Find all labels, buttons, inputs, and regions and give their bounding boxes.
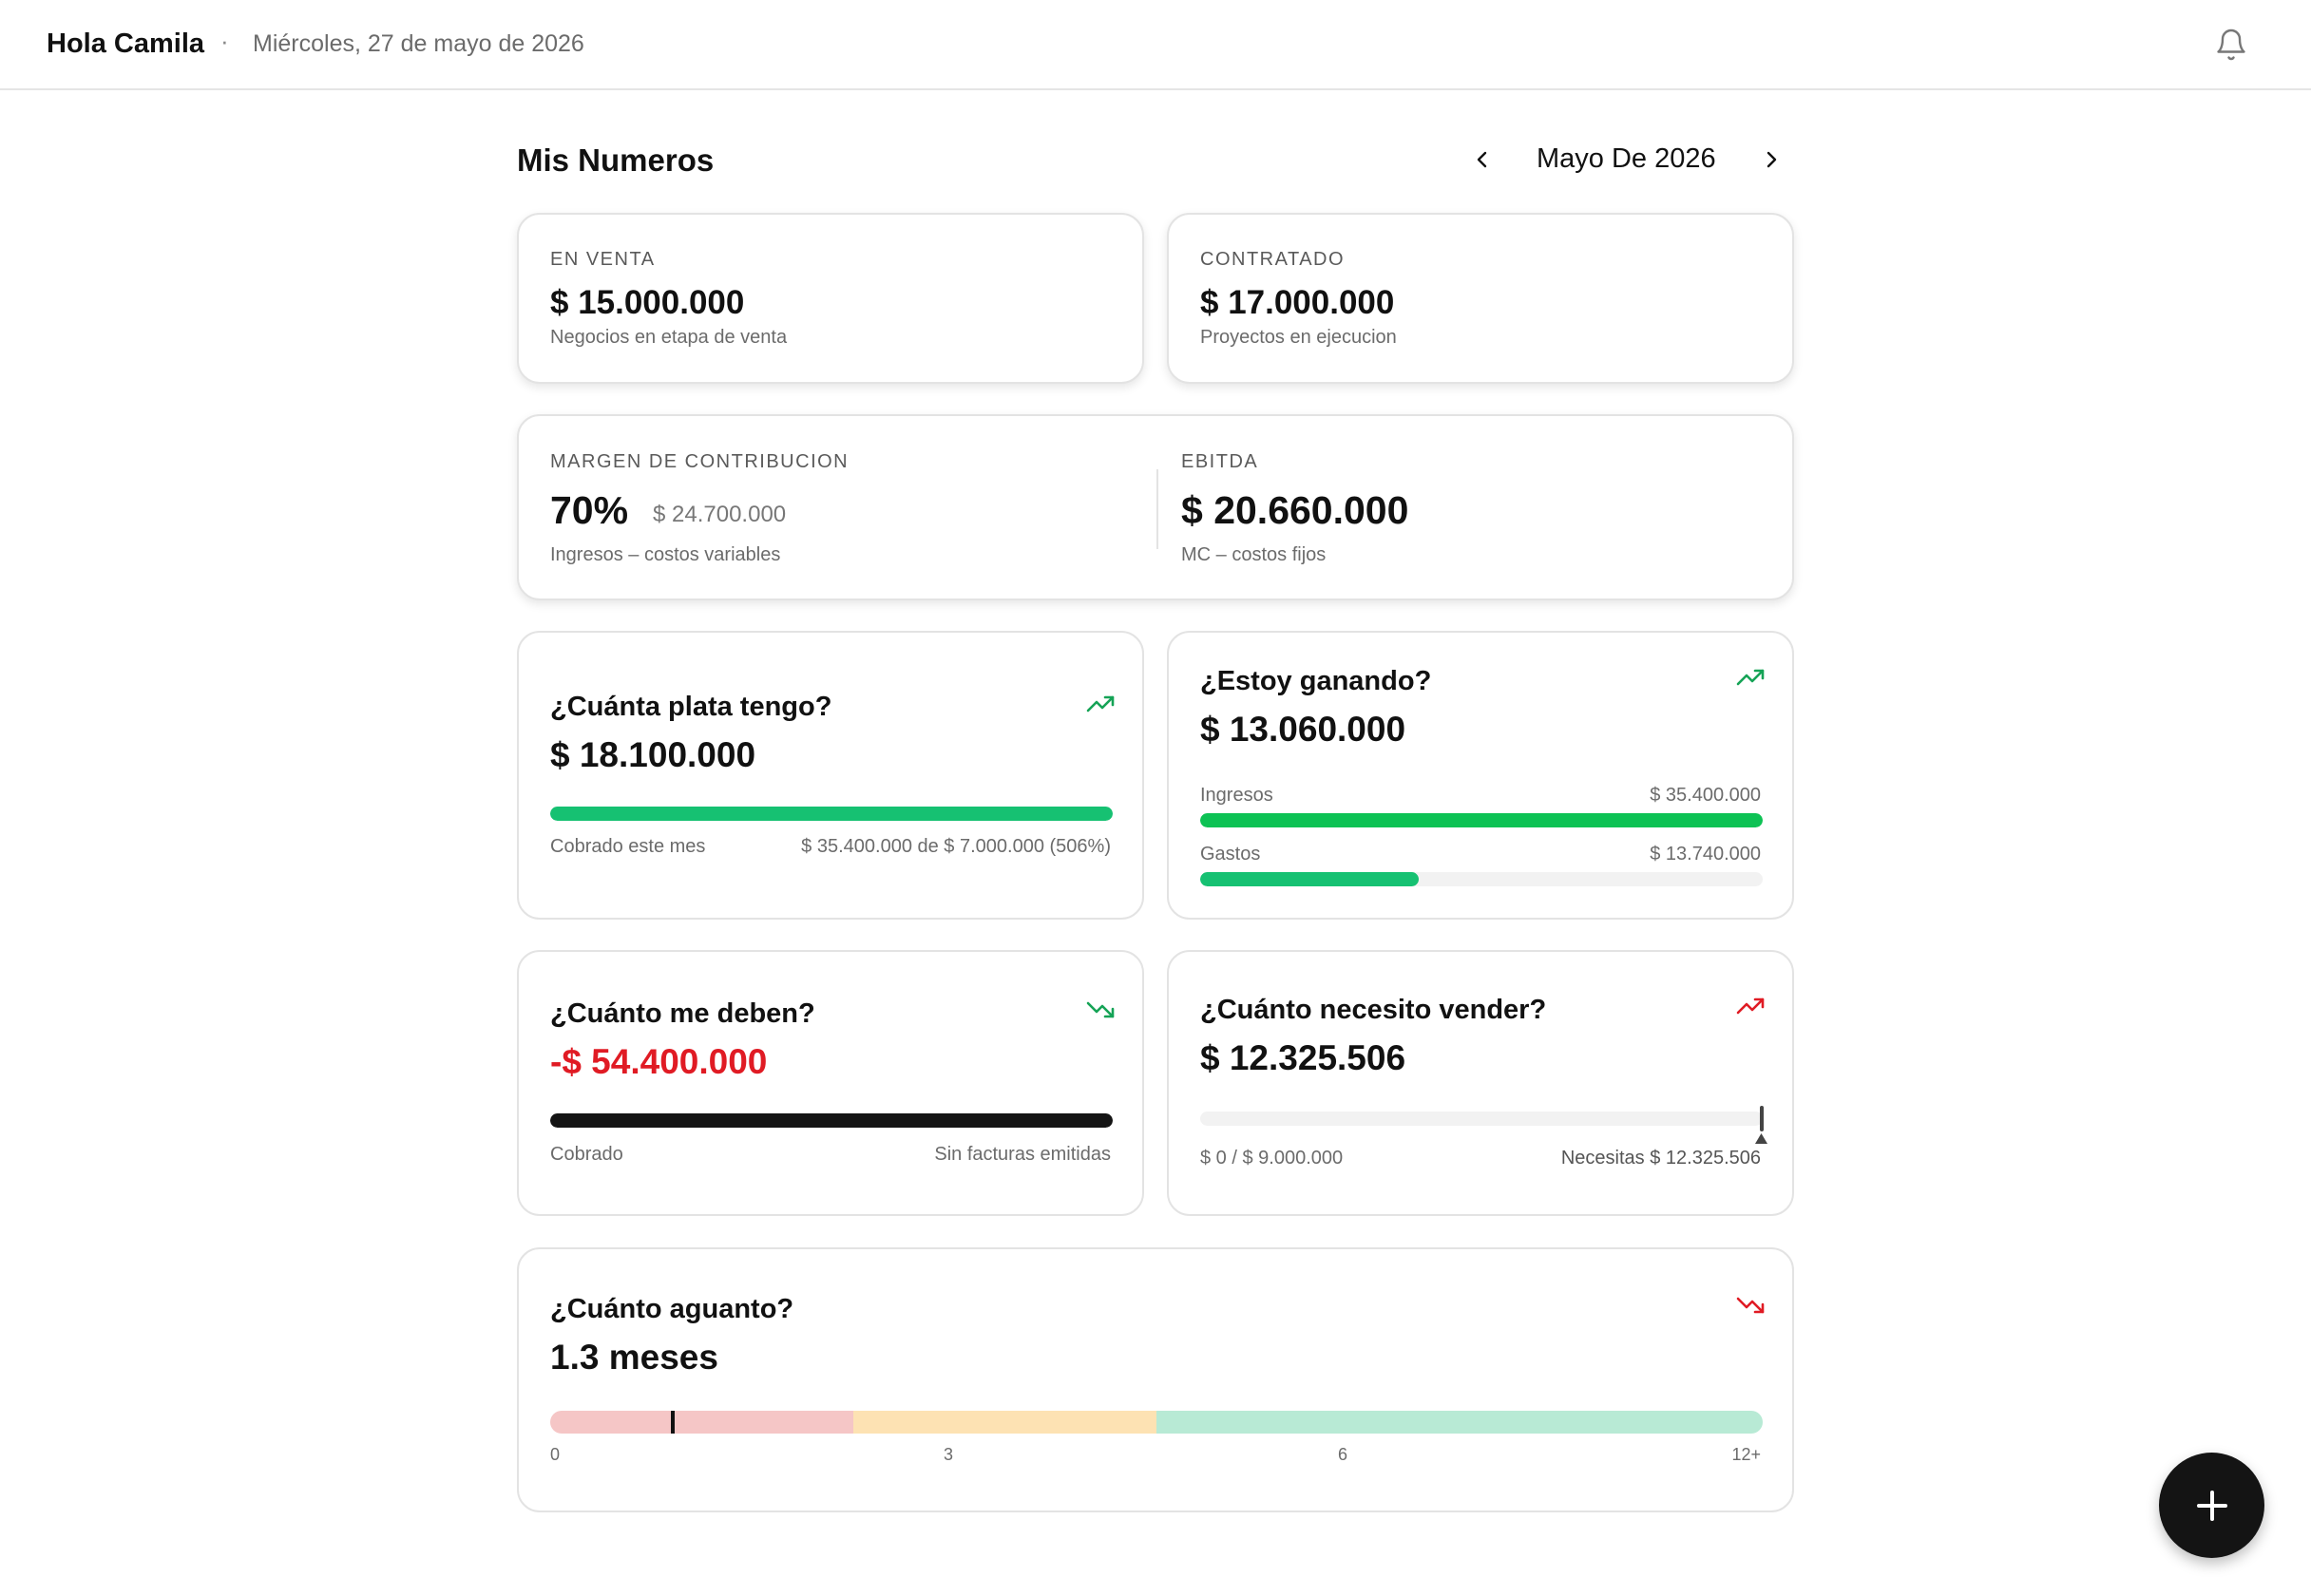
en-venta-label: EN VENTA — [550, 249, 656, 270]
trend-down-icon — [1086, 1001, 1115, 1018]
trend-up-icon — [1736, 998, 1765, 1015]
plata-question: ¿Cuánta plata tengo? — [550, 692, 832, 722]
ebitda-caption: MC – costos fijos — [1181, 544, 1327, 565]
target-arrow-icon — [1755, 1133, 1767, 1144]
deben-right-caption: Sin facturas emitidas — [934, 1144, 1111, 1165]
gastos-bar-fill — [1200, 872, 1419, 886]
ganando-value: $ 13.060.000 — [1200, 710, 1406, 749]
plata-card[interactable]: ¿Cuánta plata tengo? $ 18.100.000 Cobrad… — [517, 631, 1144, 920]
ingresos-bar — [1200, 813, 1763, 827]
ingresos-label: Ingresos — [1200, 785, 1273, 806]
vender-left-caption: $ 0 / $ 9.000.000 — [1200, 1148, 1344, 1168]
current-date: Miércoles, 27 de mayo de 2026 — [253, 30, 584, 57]
plata-left-caption: Cobrado este mes — [550, 836, 706, 857]
section-title: Mis Numeros — [517, 142, 715, 178]
ebitda-label: EBITDA — [1181, 451, 1259, 472]
next-month-button[interactable] — [1754, 141, 1788, 179]
ganando-card[interactable]: ¿Estoy ganando? $ 13.060.000 Ingresos $ … — [1167, 631, 1794, 920]
ingresos-bar-fill — [1200, 813, 1763, 827]
plus-icon — [2196, 1490, 2227, 1521]
chevron-right-icon — [1767, 151, 1777, 168]
contratado-caption: Proyectos en ejecucion — [1200, 327, 1397, 348]
margen-caption: Ingresos – costos variables — [550, 544, 781, 565]
ebitda-value: $ 20.660.000 — [1181, 488, 1409, 532]
vender-card[interactable]: ¿Cuánto necesito vender? $ 12.325.506 $ … — [1167, 950, 1794, 1216]
vender-value: $ 12.325.506 — [1200, 1038, 1406, 1077]
add-button[interactable] — [2159, 1453, 2264, 1558]
chevron-left-icon — [1477, 151, 1487, 168]
deben-progress-fill — [550, 1113, 1113, 1128]
trend-up-icon — [1736, 669, 1765, 686]
margen-percent: 70% — [550, 488, 629, 532]
greeting: Hola Camila — [47, 28, 204, 59]
target-marker — [1760, 1106, 1764, 1131]
gastos-value: $ 13.740.000 — [1650, 844, 1761, 864]
ganando-question: ¿Estoy ganando? — [1200, 666, 1432, 696]
vender-progress-bar — [1200, 1112, 1763, 1126]
trend-up-icon — [1086, 695, 1115, 712]
aguanto-value: 1.3 meses — [550, 1338, 718, 1377]
contratado-value: $ 17.000.000 — [1200, 284, 1395, 321]
deben-card[interactable]: ¿Cuánto me deben? -$ 54.400.000 Cobrado … — [517, 950, 1144, 1216]
tick-12: 12+ — [1731, 1445, 1761, 1464]
margen-amount: $ 24.700.000 — [653, 502, 787, 527]
en-venta-card[interactable]: EN VENTA $ 15.000.000 Negocios en etapa … — [517, 213, 1144, 384]
plata-right-caption: $ 35.400.000 de $ 7.000.000 (506%) — [801, 836, 1111, 857]
tick-3: 3 — [944, 1445, 954, 1464]
deben-left-caption: Cobrado — [550, 1144, 623, 1165]
tick-6: 6 — [1338, 1445, 1348, 1464]
runway-scale — [550, 1411, 1763, 1434]
bell-icon[interactable] — [2214, 28, 2248, 62]
deben-question: ¿Cuánto me deben? — [550, 998, 815, 1029]
vender-right-caption: Necesitas $ 12.325.506 — [1560, 1148, 1761, 1168]
gastos-label: Gastos — [1200, 844, 1261, 864]
gastos-bar — [1200, 872, 1763, 886]
margen-ebitda-card: MARGEN DE CONTRIBUCION 70% $ 24.700.000 … — [517, 414, 1794, 600]
plata-progress-bar — [550, 807, 1113, 821]
en-venta-value: $ 15.000.000 — [550, 284, 745, 321]
top-bar: Hola Camila · Miércoles, 27 de mayo de 2… — [0, 0, 2311, 90]
runway-zone-warning — [853, 1411, 1156, 1434]
trend-down-icon — [1736, 1297, 1765, 1314]
contratado-label: CONTRATADO — [1200, 249, 1346, 270]
tick-0: 0 — [550, 1445, 561, 1464]
month-label: Mayo De 2026 — [1537, 143, 1716, 174]
plata-progress-fill — [550, 807, 1113, 821]
aguanto-question: ¿Cuánto aguanto? — [550, 1294, 794, 1324]
aguanto-card[interactable]: ¿Cuánto aguanto? 1.3 meses 0 3 6 12+ — [517, 1247, 1794, 1512]
separator-dot: · — [220, 27, 229, 55]
runway-zone-danger — [550, 1411, 853, 1434]
prev-month-button[interactable] — [1465, 141, 1499, 179]
vender-question: ¿Cuánto necesito vender? — [1200, 995, 1547, 1025]
contratado-card[interactable]: CONTRATADO $ 17.000.000 Proyectos en eje… — [1167, 213, 1794, 384]
ingresos-value: $ 35.400.000 — [1650, 785, 1761, 806]
plata-value: $ 18.100.000 — [550, 735, 756, 774]
runway-zone-safe — [1156, 1411, 1763, 1434]
margen-label: MARGEN DE CONTRIBUCION — [550, 451, 850, 472]
deben-progress-bar — [550, 1113, 1113, 1128]
deben-value: -$ 54.400.000 — [550, 1042, 768, 1081]
en-venta-caption: Negocios en etapa de venta — [550, 327, 788, 348]
card-divider — [1156, 469, 1158, 549]
runway-marker — [670, 1411, 675, 1434]
